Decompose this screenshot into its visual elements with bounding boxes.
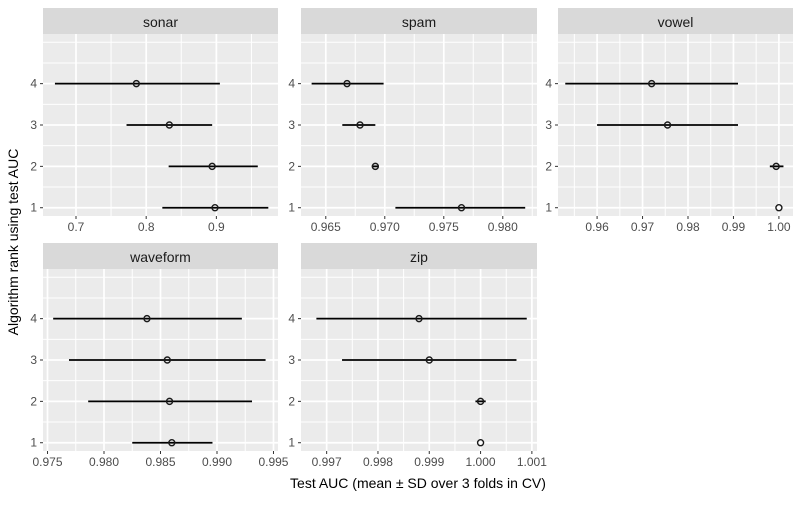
x-tick-label: 0.8 bbox=[138, 220, 155, 234]
x-tick-label: 0.970 bbox=[370, 220, 400, 234]
x-tick-label: 0.7 bbox=[68, 220, 85, 234]
mean-point-spam-rank-4 bbox=[343, 79, 351, 88]
facet-strip-waveform bbox=[43, 243, 278, 269]
y-tick-label-rank-2: 2 bbox=[288, 394, 295, 408]
facet-strip-sonar bbox=[43, 8, 278, 34]
facet-strip-label-waveform: waveform bbox=[129, 249, 191, 265]
mean-point-waveform-rank-1 bbox=[168, 439, 176, 447]
panel-sonar: 0.7 0.8 0.9 4 3 2 1 sonar bbox=[30, 8, 278, 234]
x-tick-label: 0.975 bbox=[33, 455, 63, 469]
x-tick-label: 1.000 bbox=[466, 455, 496, 469]
y-tick-label-rank-4: 4 bbox=[288, 312, 295, 326]
facet-strip-label-vowel: vowel bbox=[658, 14, 694, 30]
mean-point-waveform-rank-3 bbox=[163, 356, 171, 364]
mean-point-zip-rank-2 bbox=[476, 397, 485, 406]
y-tick-label-rank-3: 3 bbox=[288, 353, 295, 367]
panel-waveform: 0.975 0.980 0.985 0.990 0.995 4 3 2 1 waveform bbox=[30, 243, 289, 469]
y-tick-label-rank-1: 1 bbox=[545, 201, 552, 215]
x-tick-label: 1.00 bbox=[767, 220, 791, 234]
mean-point-vowel-rank-1 bbox=[775, 204, 783, 212]
y-tick-label-rank-2: 2 bbox=[30, 159, 37, 173]
x-tick-label: 0.990 bbox=[202, 455, 232, 469]
facet-strip-vowel bbox=[558, 8, 793, 34]
y-tick-label-rank-2: 2 bbox=[545, 159, 552, 173]
panel-spam: 0.965 0.970 0.975 0.980 4 3 2 1 spam bbox=[288, 8, 537, 234]
panels-layer: 0.7 0.8 0.9 4 3 2 1 sonar 0.965 0.970 0.975 0.980 4 3… bbox=[30, 8, 793, 469]
y-tick-label-rank-3: 3 bbox=[545, 118, 552, 132]
facet-strip-label-zip: zip bbox=[410, 249, 428, 265]
x-tick-label: 0.99 bbox=[722, 220, 746, 234]
mean-point-sonar-rank-1 bbox=[211, 204, 219, 212]
x-tick-label: 0.975 bbox=[429, 220, 459, 234]
mean-point-sonar-rank-3 bbox=[165, 121, 174, 129]
x-axis-title: Test AUC (mean ± SD over 3 folds in CV) bbox=[290, 475, 546, 491]
y-tick-label-rank-1: 1 bbox=[30, 436, 37, 450]
y-tick-label-rank-3: 3 bbox=[30, 353, 37, 367]
facet-strip-zip bbox=[301, 243, 537, 269]
panel-vowel: 0.96 0.97 0.98 0.99 1.00 4 3 2 1 vowel bbox=[545, 8, 793, 234]
panel-zip: 0.997 0.998 0.999 1.000 1.001 4 3 2 1 zip bbox=[288, 243, 547, 469]
mean-point-zip-rank-1 bbox=[476, 439, 485, 447]
y-axis-title: Algorithm rank using test AUC bbox=[5, 149, 21, 336]
x-tick-label: 0.965 bbox=[311, 220, 341, 234]
y-tick-label-rank-3: 3 bbox=[288, 118, 295, 132]
x-tick-label: 0.985 bbox=[145, 455, 175, 469]
mean-point-spam-rank-1 bbox=[457, 204, 466, 212]
y-tick-label-rank-4: 4 bbox=[30, 77, 37, 91]
x-tick-label: 1.001 bbox=[517, 455, 547, 469]
x-tick-label: 0.96 bbox=[585, 220, 609, 234]
y-tick-label-rank-2: 2 bbox=[30, 394, 37, 408]
y-tick-label-rank-1: 1 bbox=[288, 436, 295, 450]
y-tick-label-rank-4: 4 bbox=[545, 77, 552, 91]
y-tick-label-rank-1: 1 bbox=[288, 201, 295, 215]
x-tick-label: 0.980 bbox=[89, 455, 119, 469]
x-tick-label: 0.97 bbox=[631, 220, 655, 234]
x-tick-label: 0.995 bbox=[258, 455, 288, 469]
facet-strip-label-sonar: sonar bbox=[143, 14, 178, 30]
mean-point-sonar-rank-2 bbox=[208, 162, 216, 171]
y-tick-label-rank-1: 1 bbox=[30, 201, 37, 215]
x-tick-label: 0.980 bbox=[488, 220, 518, 234]
mean-point-vowel-rank-3 bbox=[663, 121, 672, 129]
y-tick-label-rank-4: 4 bbox=[30, 312, 37, 326]
y-tick-label-rank-4: 4 bbox=[288, 77, 295, 91]
x-tick-label: 0.98 bbox=[676, 220, 700, 234]
y-tick-label-rank-2: 2 bbox=[288, 159, 295, 173]
y-tick-label-rank-3: 3 bbox=[30, 118, 37, 132]
mean-point-waveform-rank-2 bbox=[165, 397, 174, 406]
mean-point-zip-rank-3 bbox=[425, 356, 433, 364]
mean-point-sonar-rank-4 bbox=[132, 79, 141, 88]
mean-point-spam-rank-2 bbox=[371, 162, 380, 171]
x-tick-label: 0.997 bbox=[312, 455, 342, 469]
facet-strip-spam bbox=[301, 8, 537, 34]
mean-point-vowel-rank-4 bbox=[647, 79, 656, 88]
x-tick-label: 0.998 bbox=[363, 455, 393, 469]
x-tick-label: 0.999 bbox=[414, 455, 444, 469]
mean-point-spam-rank-3 bbox=[356, 121, 364, 129]
mean-point-waveform-rank-4 bbox=[143, 314, 151, 323]
x-tick-label: 0.9 bbox=[208, 220, 225, 234]
mean-point-zip-rank-4 bbox=[415, 314, 423, 323]
facet-strip-label-spam: spam bbox=[402, 14, 436, 30]
mean-point-vowel-rank-2 bbox=[772, 162, 780, 171]
